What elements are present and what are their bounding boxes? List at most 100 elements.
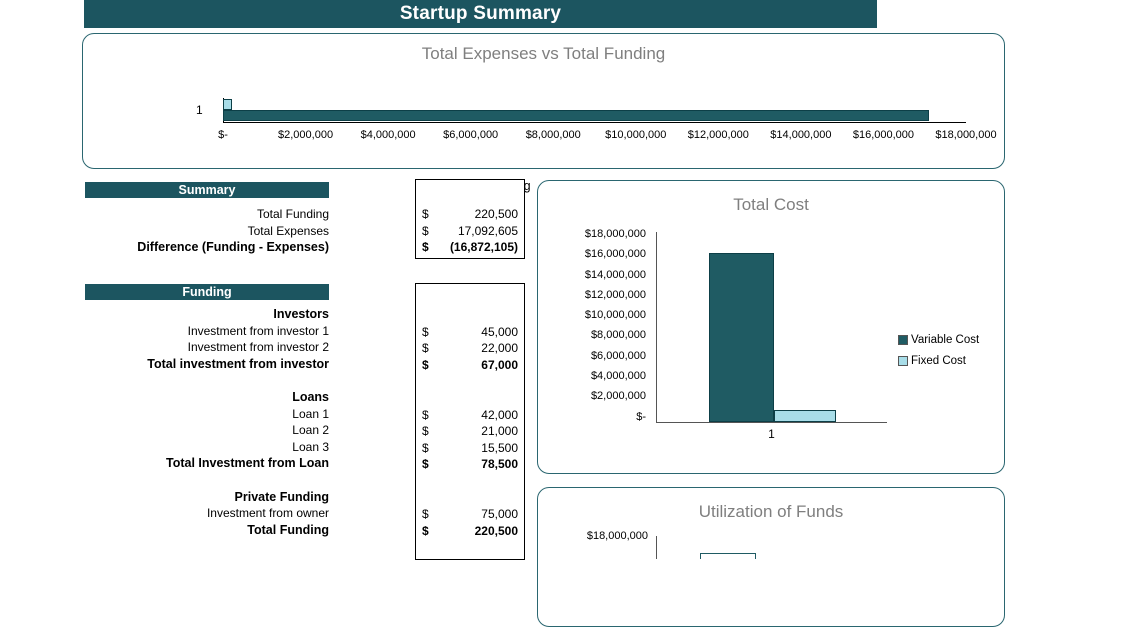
total-cost-y-tick-label: $2,000,000 xyxy=(590,390,646,403)
summary-row-label: Total Expenses xyxy=(247,223,329,238)
legend-swatch-variable-cost xyxy=(898,334,908,345)
hbar-x-tick-label: $4,000,000 xyxy=(360,129,416,141)
summary-row-value: $17,092,605 xyxy=(416,223,524,240)
funding-row-value: $67,000 xyxy=(416,357,524,374)
total-cost-y-tick-label: $14,000,000 xyxy=(584,268,646,281)
amount-value: 220,500 xyxy=(474,523,518,538)
spacer xyxy=(416,373,524,390)
spacer xyxy=(416,390,524,407)
hbar-x-tick-label: $6,000,000 xyxy=(443,129,499,141)
legend-item-variable-cost[interactable]: Variable Cost xyxy=(898,329,979,350)
utilization-y-axis-line xyxy=(656,536,657,559)
chart-title-expenses-vs-funding: Total Expenses vs Total Funding xyxy=(421,44,666,63)
funding-row-value: $15,500 xyxy=(416,440,524,457)
funding-row-value: $220,500 xyxy=(416,523,524,540)
summary-row-label: Total Funding xyxy=(256,207,329,221)
funding-row-value: $22,000 xyxy=(416,340,524,357)
bar-fixed-cost[interactable] xyxy=(774,410,836,422)
currency-symbol: $ xyxy=(422,440,429,455)
summary-label-column: Total Funding Total Expenses Difference (F… xyxy=(85,206,329,256)
amount-value: 220,500 xyxy=(474,207,518,221)
funding-label-column: Investors Investment from investor 1 Inves… xyxy=(85,306,329,538)
funding-row-label: Total Funding xyxy=(247,522,329,537)
amount-value: 21,000 xyxy=(481,424,518,438)
hbar-x-tick-label: $16,000,000 xyxy=(852,129,915,141)
total-cost-y-tick-labels: $18,000,000 $16,000,000 $14,000,000 $12,000… xyxy=(566,224,646,427)
funding-group-title: Investors xyxy=(273,307,329,321)
funding-row-value: $45,000 xyxy=(416,324,524,341)
hbar-category-label: 1 xyxy=(196,103,203,117)
currency-symbol: $ xyxy=(422,457,429,471)
hbar-x-tick-label: $10,000,000 xyxy=(605,129,667,141)
hbar-total-expenses[interactable] xyxy=(223,110,929,121)
chart-card-expenses-vs-funding[interactable]: Total Expenses vs Total Funding 1 $- $2,0… xyxy=(82,33,1005,193)
amount-value: 22,000 xyxy=(481,341,518,355)
total-cost-x-category-label: 1 xyxy=(768,427,775,441)
currency-symbol: $ xyxy=(422,341,429,355)
summary-row-value: $220,500 xyxy=(416,206,524,223)
total-cost-legend: Variable Cost Fixed Cost xyxy=(898,329,979,371)
amount-value: 42,000 xyxy=(481,407,518,422)
funding-row-label: Investment from investor 1 xyxy=(187,323,329,338)
summary-row-label: Difference (Funding - Expenses) xyxy=(137,240,329,254)
amount-value: 15,500 xyxy=(481,440,518,455)
total-cost-y-tick-label: $12,000,000 xyxy=(584,288,646,301)
amount-value: 67,000 xyxy=(481,357,518,372)
hbar-x-tick-label: $8,000,000 xyxy=(525,129,581,141)
amount-value: (16,872,105) xyxy=(449,240,518,254)
page-title-text: Startup Summary xyxy=(399,3,562,24)
spacer xyxy=(85,372,329,389)
amount-value: 17,092,605 xyxy=(457,223,518,238)
hbar-x-tick-labels: $- $2,000,000 $4,000,000 $6,000,000 $8,000,0… xyxy=(207,129,1047,145)
total-cost-y-axis-line xyxy=(656,232,657,422)
legend-swatch-fixed-cost xyxy=(898,355,908,366)
funding-row-value: $21,000 xyxy=(416,423,524,440)
legend-label-fixed-cost: Fixed Cost xyxy=(911,354,966,367)
bar-variable-cost[interactable] xyxy=(709,253,774,422)
funding-value-column: $45,000 $22,000 $67,000 $42,000 $21,000 $15,5… xyxy=(416,284,524,539)
funding-row-label: Loan 3 xyxy=(292,439,329,454)
amount-value: 45,000 xyxy=(481,324,518,339)
funding-row-label: Loan 2 xyxy=(292,423,329,437)
currency-symbol: $ xyxy=(422,407,429,422)
currency-symbol: $ xyxy=(422,424,429,438)
funding-row-value: $78,500 xyxy=(416,456,524,473)
funding-row-label: Total investment from investor xyxy=(147,356,329,371)
chart-card-utilization-of-funds[interactable]: Utilization of Funds xyxy=(537,487,1005,627)
spacer xyxy=(85,472,329,489)
currency-symbol: $ xyxy=(422,523,429,538)
spacer xyxy=(416,473,524,490)
funding-row-label: Investment from owner xyxy=(206,506,329,520)
total-cost-y-tick-label: $16,000,000 xyxy=(584,248,646,261)
funding-row-label: Loan 1 xyxy=(292,406,329,421)
total-cost-y-tick-label: $6,000,000 xyxy=(590,349,646,362)
currency-symbol: $ xyxy=(422,507,429,521)
utilization-bar[interactable] xyxy=(700,553,756,559)
hbar-x-axis-line xyxy=(223,122,966,123)
funding-row-label: Investment from investor 2 xyxy=(187,340,329,354)
total-cost-y-tick-label: $8,000,000 xyxy=(590,329,646,342)
hbar-x-tick-label: $18,000,000 xyxy=(935,129,997,141)
hbar-x-tick-label: $2,000,000 xyxy=(278,129,334,141)
section-header-funding: Funding xyxy=(85,284,329,300)
page-title: Startup Summary xyxy=(84,0,877,28)
funding-row-value: $42,000 xyxy=(416,407,524,424)
section-header-summary: Summary xyxy=(85,182,329,198)
currency-symbol: $ xyxy=(422,357,429,372)
currency-symbol: $ xyxy=(422,324,429,339)
amount-value: 75,000 xyxy=(481,507,518,521)
section-header-summary-text: Summary xyxy=(178,183,236,197)
total-cost-y-tick-label: $18,000,000 xyxy=(584,228,646,240)
currency-symbol: $ xyxy=(422,240,429,254)
summary-value-box: $220,500 $17,092,605 $ (16,872,105) xyxy=(415,179,525,259)
legend-item-fixed-cost[interactable]: Fixed Cost xyxy=(898,350,979,371)
total-cost-x-axis-line xyxy=(656,422,887,423)
funding-row-value: $75,000 xyxy=(416,506,524,523)
currency-symbol: $ xyxy=(422,223,429,238)
hbar-total-funding[interactable] xyxy=(223,99,233,110)
hbar-x-tick-label: $14,000,000 xyxy=(770,129,832,141)
funding-group-title: Loans xyxy=(292,390,329,404)
amount-value: 78,500 xyxy=(481,457,518,471)
funding-value-box: $45,000 $22,000 $67,000 $42,000 $21,000 $15,5… xyxy=(415,283,525,560)
funding-row-label: Total Investment from Loan xyxy=(166,456,329,470)
